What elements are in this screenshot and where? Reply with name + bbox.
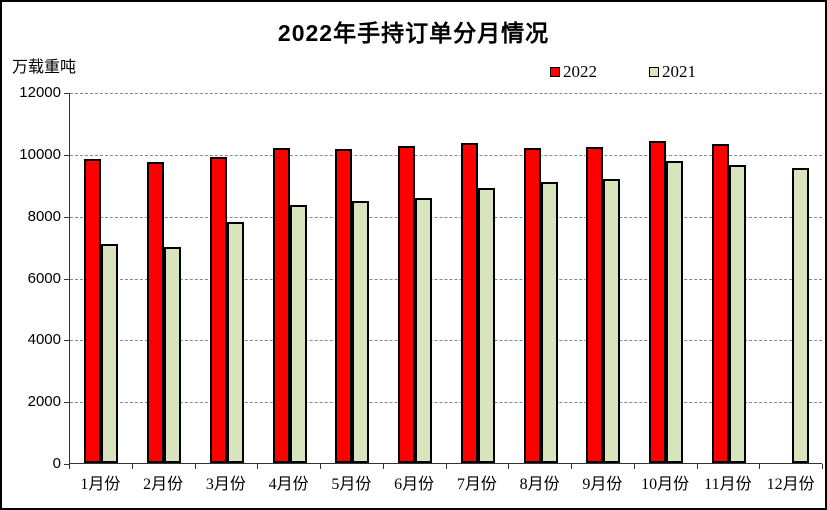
legend-item-2021: 2021 — [649, 62, 696, 82]
y-tick-label-12000: 12000 — [19, 84, 61, 101]
bar-2022-2月份 — [147, 161, 165, 463]
x-axis-label-6月份: 6月份 — [394, 476, 435, 493]
bar-2022-1月份 — [84, 159, 102, 463]
x-tick-mark-11 — [759, 464, 761, 469]
y-tick-label-8000: 8000 — [27, 207, 61, 225]
y-tick-mark-6000 — [64, 278, 69, 280]
bar-2021-7月份 — [477, 187, 495, 463]
x-tick-mark-2 — [194, 464, 196, 469]
chart-legend: 2022 2021 — [550, 62, 696, 82]
x-axis-label-11月份: 11月份 — [704, 476, 752, 493]
y-tick-mark-12000 — [64, 93, 69, 94]
bar-2022-3月份 — [209, 157, 227, 463]
bar-2022-7月份 — [460, 143, 478, 463]
x-tick-mark-9 — [633, 464, 635, 469]
x-axis-label-12月份: 12月份 — [766, 476, 815, 493]
bar-2021-3月份 — [226, 221, 244, 463]
y-tick-label-2000: 2000 — [27, 393, 61, 411]
x-axis-label-10月份: 10月份 — [641, 476, 690, 493]
x-axis-label-7月份: 7月份 — [456, 476, 497, 493]
x-tick-mark-5 — [382, 464, 384, 469]
legend-item-2022: 2022 — [550, 62, 597, 82]
bar-2021-6月份 — [415, 198, 433, 463]
gridline-12000 — [70, 93, 822, 94]
bar-2022-11月份 — [711, 143, 729, 463]
x-tick-mark-4 — [320, 464, 321, 469]
bar-2021-12月份 — [791, 167, 809, 463]
y-tick-label-10000: 10000 — [19, 145, 61, 163]
legend-swatch-2022 — [550, 67, 560, 77]
y-tick-mark-0 — [64, 464, 69, 465]
legend-label-2021: 2021 — [662, 62, 696, 81]
bar-2021-1月份 — [101, 244, 119, 463]
gridline-8000 — [70, 216, 822, 218]
bar-2021-11月份 — [728, 165, 746, 463]
x-tick-mark-3 — [257, 464, 259, 469]
bar-2021-2月份 — [164, 247, 182, 463]
gridline-10000 — [70, 154, 822, 156]
y-tick-label-0: 0 — [52, 455, 61, 472]
bar-2021-5月份 — [352, 201, 370, 463]
x-axis-label-1月份: 1月份 — [80, 476, 121, 493]
x-tick-mark-8 — [571, 464, 572, 469]
bar-2022-4月份 — [272, 147, 290, 463]
gridline-4000 — [70, 340, 822, 342]
bar-2021-10月份 — [666, 160, 684, 463]
x-tick-mark-6 — [445, 464, 447, 469]
gridline-6000 — [70, 278, 822, 280]
x-axis-label-9月份: 9月份 — [582, 476, 623, 493]
x-axis-label-8月份: 8月份 — [519, 476, 560, 493]
chart-title: 2022年手持订单分月情况 — [277, 20, 550, 46]
x-tick-mark-0 — [69, 464, 70, 469]
y-tick-mark-10000 — [64, 154, 69, 156]
x-axis-label-5月份: 5月份 — [331, 476, 372, 493]
plot-area — [69, 93, 822, 464]
bar-2021-9月份 — [603, 179, 621, 463]
y-tick-mark-2000 — [64, 402, 69, 404]
bar-2022-9月份 — [586, 147, 604, 463]
y-tick-mark-8000 — [64, 216, 69, 218]
x-axis-label-2月份: 2月份 — [143, 476, 184, 493]
bar-2022-6月份 — [398, 146, 416, 463]
x-axis-label-3月份: 3月份 — [205, 476, 246, 493]
y-axis-unit-label: 万载重吨 — [12, 59, 77, 76]
y-tick-label-4000: 4000 — [27, 331, 61, 349]
x-tick-mark-1 — [131, 464, 133, 469]
legend-label-2022: 2022 — [563, 62, 597, 81]
x-axis-label-4月份: 4月份 — [268, 476, 309, 493]
y-tick-mark-4000 — [64, 340, 69, 342]
bar-2021-4月份 — [289, 204, 307, 463]
y-tick-label-6000: 6000 — [27, 269, 61, 287]
gridline-2000 — [70, 402, 822, 404]
legend-swatch-2021 — [649, 67, 659, 77]
bar-2022-5月份 — [335, 148, 353, 463]
x-tick-mark-10 — [696, 464, 698, 469]
bar-2021-8月份 — [540, 182, 558, 463]
x-tick-mark-12 — [822, 464, 823, 469]
bar-2022-8月份 — [523, 147, 541, 463]
x-tick-mark-7 — [508, 464, 510, 469]
bar-2022-10月份 — [649, 141, 667, 463]
